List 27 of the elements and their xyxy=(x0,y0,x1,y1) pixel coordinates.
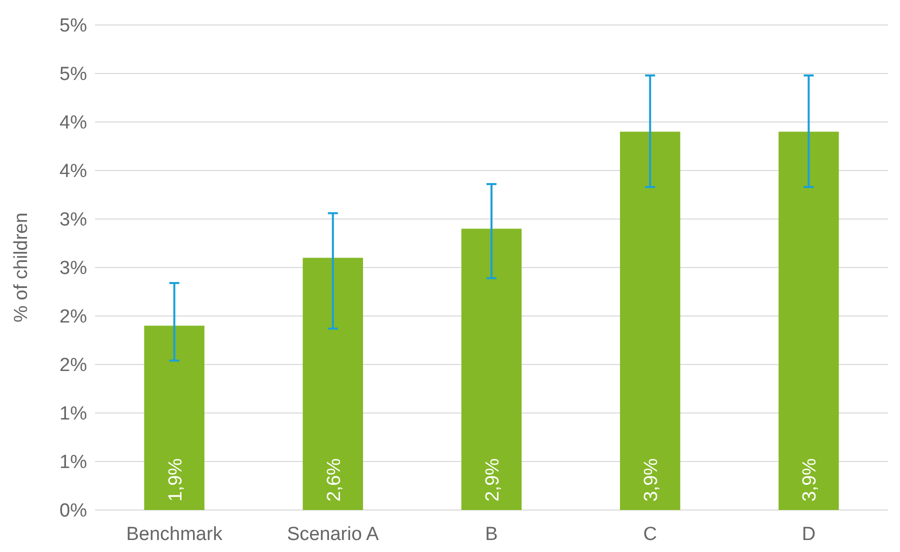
y-tick-label: 1% xyxy=(60,404,88,425)
data-label: 1,9% xyxy=(165,458,186,502)
y-tick-label: 5% xyxy=(60,16,88,37)
y-tick-label: 5% xyxy=(60,64,88,86)
bar xyxy=(144,326,204,510)
data-label: 2,6% xyxy=(324,458,345,502)
x-tick-label: C xyxy=(643,524,657,545)
data-label: 3,9% xyxy=(641,458,662,502)
y-tick-label: 4% xyxy=(60,161,88,182)
bar xyxy=(461,228,522,510)
x-tick-label: Benchmark xyxy=(126,524,223,545)
y-tick-label: 0% xyxy=(60,500,88,522)
bar xyxy=(620,132,680,510)
x-tick-label: Scenario A xyxy=(286,524,380,545)
y-tick-label: 3% xyxy=(60,258,88,280)
bar xyxy=(302,258,364,510)
y-tick-label: 4% xyxy=(60,112,88,134)
y-axis-title: % of children xyxy=(11,212,32,322)
x-tick-label: D xyxy=(802,524,816,545)
bar xyxy=(778,132,839,510)
y-tick-label: 1% xyxy=(60,452,88,474)
y-tick-label: 3% xyxy=(60,210,88,231)
data-label: 3,9% xyxy=(800,458,821,502)
y-tick-label: 2% xyxy=(60,306,88,328)
x-tick-label: B xyxy=(485,524,498,545)
data-label: 2,9% xyxy=(482,458,504,502)
y-tick-label: 2% xyxy=(60,355,88,376)
